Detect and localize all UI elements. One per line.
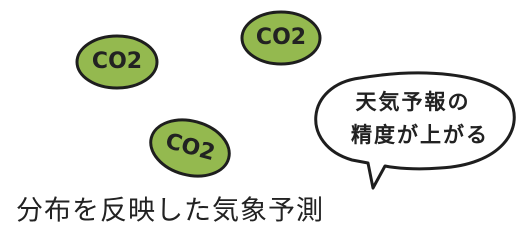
co2-blob: CO2 xyxy=(77,36,157,88)
co2-blob: CO2 xyxy=(242,12,320,64)
illustration: CO2 CO2 CO2 天気予報の 精度が上がる 分布を反映した気象予測 xyxy=(0,0,517,240)
blob-label: CO2 xyxy=(92,49,142,74)
bubble-line: 精度が上がる xyxy=(351,123,489,147)
blob-label: CO2 xyxy=(256,25,306,50)
co2-blob: CO2 xyxy=(144,112,235,185)
bubble-line: 天気予報の xyxy=(356,90,471,114)
caption: 分布を反映した気象予測 xyxy=(16,196,324,227)
